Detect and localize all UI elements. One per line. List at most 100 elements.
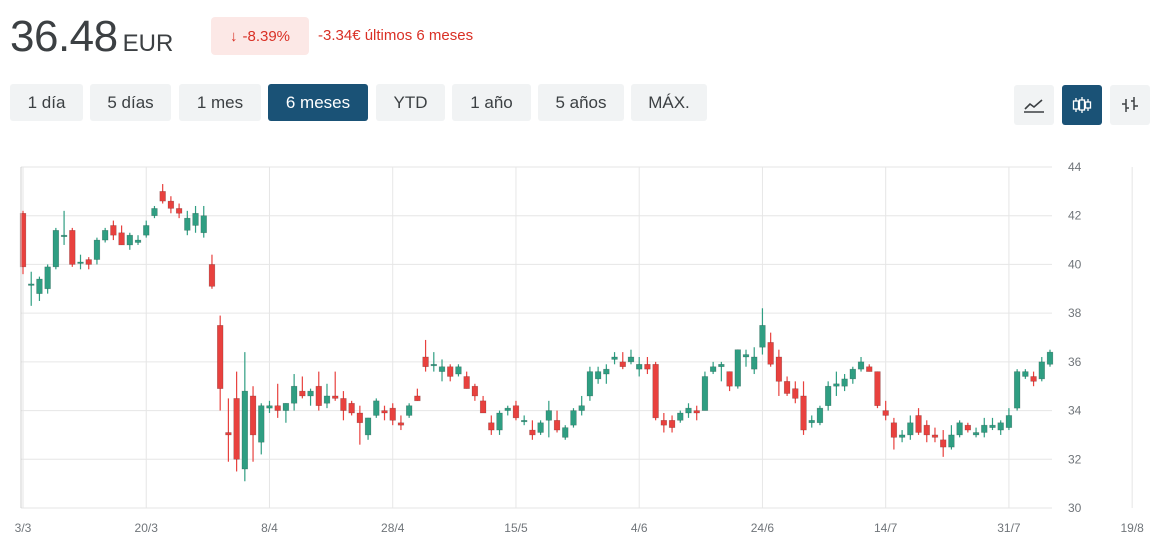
candle-body xyxy=(915,415,922,433)
candle-body xyxy=(69,230,76,265)
x-tick-label: 14/7 xyxy=(874,521,898,535)
candle-body xyxy=(619,361,626,368)
range-1-month-button[interactable]: 1 mes xyxy=(179,84,261,121)
candle-body xyxy=(340,398,347,411)
candle-body xyxy=(93,239,101,260)
candle-body xyxy=(816,407,824,424)
candle-body xyxy=(19,212,27,268)
candle-body xyxy=(143,225,150,236)
candle-body xyxy=(356,412,364,424)
range-5-days-button[interactable]: 5 días xyxy=(90,84,171,121)
candle-body xyxy=(594,371,602,380)
candle-body xyxy=(709,366,717,372)
candle-body xyxy=(241,390,249,470)
candle-body xyxy=(701,376,709,411)
price-currency: EUR xyxy=(122,30,174,57)
ohlc-bars-icon xyxy=(1122,97,1138,112)
range-1-day-button[interactable]: 1 día xyxy=(10,84,83,121)
candle-body xyxy=(299,390,306,397)
candle-body xyxy=(833,383,840,387)
candle-body xyxy=(956,422,963,436)
candle-body xyxy=(677,412,684,421)
x-tick-label: 19/8 xyxy=(1120,521,1144,535)
y-tick-label: 34 xyxy=(1068,404,1082,418)
candle-body xyxy=(290,385,298,404)
candle-body xyxy=(52,230,60,268)
candle-body xyxy=(627,356,635,363)
candle-body xyxy=(249,395,257,436)
candle-body xyxy=(175,208,183,214)
candle-body xyxy=(217,325,224,389)
candle-body xyxy=(323,395,331,404)
candle-body xyxy=(824,385,832,406)
candle-body xyxy=(126,234,133,246)
candle-body xyxy=(471,385,479,397)
candle-body xyxy=(660,420,668,426)
ohlc-chart-button[interactable] xyxy=(1110,85,1150,125)
candle-body xyxy=(192,212,199,226)
y-tick-label: 30 xyxy=(1068,501,1082,515)
y-tick-label: 42 xyxy=(1068,209,1082,223)
candle-body xyxy=(521,420,528,423)
x-tick-label: 4/6 xyxy=(631,521,648,535)
change-percent: -8.39% xyxy=(242,27,291,45)
candle-body xyxy=(315,385,322,406)
candle-body xyxy=(348,402,355,414)
x-tick-label: 8/4 xyxy=(261,521,278,535)
candle-body xyxy=(479,400,487,414)
x-tick-label: 28/4 xyxy=(381,521,405,535)
candle-body xyxy=(307,390,314,397)
price-value: 36.48 xyxy=(10,12,118,61)
candle-body xyxy=(693,410,700,414)
candlestick-icon xyxy=(1072,97,1092,113)
candle-body xyxy=(668,420,676,428)
candle-body xyxy=(184,217,191,231)
candle-body xyxy=(972,432,980,436)
candle-body xyxy=(857,361,865,370)
candle-body xyxy=(783,381,791,394)
candle-body xyxy=(726,371,733,387)
candle-body xyxy=(496,412,503,431)
candle-body xyxy=(890,422,898,438)
candle-body xyxy=(364,417,372,436)
candle-body xyxy=(373,400,380,416)
x-tick-label: 3/3 xyxy=(15,521,32,535)
candle-body xyxy=(742,354,750,358)
candle-body xyxy=(603,368,610,375)
range-max-button[interactable]: MÁX. xyxy=(631,84,707,121)
y-tick-label: 40 xyxy=(1068,257,1082,271)
candle-body xyxy=(397,422,405,426)
candle-body xyxy=(734,349,741,387)
candle-body xyxy=(1005,415,1013,428)
candle-body xyxy=(233,398,240,460)
x-tick-label: 20/3 xyxy=(135,521,159,535)
range-1-year-button[interactable]: 1 año xyxy=(452,84,531,121)
range-5-years-button[interactable]: 5 años xyxy=(538,84,624,121)
range-6-months-button[interactable]: 6 meses xyxy=(268,84,368,121)
candle-body xyxy=(1030,376,1037,382)
candle-body xyxy=(151,208,158,217)
candle-body xyxy=(652,363,659,419)
candle-body xyxy=(997,422,1004,431)
change-badge: ↓ -8.39% xyxy=(211,17,309,55)
candlestick-chart-button[interactable] xyxy=(1062,85,1102,125)
x-tick-label: 24/6 xyxy=(751,521,775,535)
candle-body xyxy=(512,405,520,419)
candle-body xyxy=(101,230,109,241)
candle-body xyxy=(405,405,413,416)
candle-body xyxy=(718,363,725,368)
candle-body xyxy=(644,363,651,370)
candle-body xyxy=(455,366,462,375)
candle-body xyxy=(208,264,216,287)
candle-body xyxy=(841,378,848,387)
candle-body xyxy=(964,424,972,431)
candle-body xyxy=(414,395,421,402)
line-chart-button[interactable] xyxy=(1014,85,1054,125)
candle-body xyxy=(759,325,766,348)
candle-body xyxy=(266,405,273,409)
candle-body xyxy=(389,407,396,421)
candle-body xyxy=(931,434,939,438)
range-ytd-button[interactable]: YTD xyxy=(376,84,445,121)
candle-body xyxy=(200,215,207,234)
candle-body xyxy=(685,407,692,414)
